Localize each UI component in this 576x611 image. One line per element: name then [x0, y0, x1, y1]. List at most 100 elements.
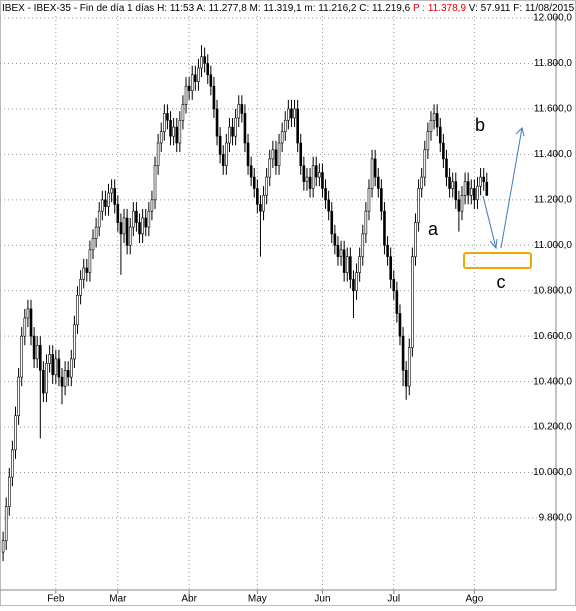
candle-body — [401, 335, 405, 371]
candle-body — [228, 126, 231, 144]
candle-body — [302, 165, 306, 182]
candle-body — [159, 131, 163, 144]
y-tick-label: 10.000,0 — [533, 467, 572, 478]
candle-body — [423, 149, 427, 178]
candle-body — [42, 369, 45, 394]
candle-body — [386, 244, 389, 257]
candle-body — [48, 354, 51, 364]
candle-body — [376, 176, 380, 189]
wave-arrow — [500, 127, 523, 249]
y-tick-label: 10.800,0 — [533, 285, 572, 296]
candle-body — [370, 158, 374, 189]
candle-body — [383, 210, 386, 246]
candle-body — [60, 376, 64, 387]
x-tick-label: Feb — [47, 594, 65, 605]
candle-body — [411, 256, 414, 348]
y-tick-label: 11.200,0 — [534, 194, 573, 205]
header: IBEX - IBEX-35 - Fin de día 1 días H: 11… — [2, 3, 575, 14]
candle-body — [333, 233, 337, 246]
candle-body — [206, 63, 210, 76]
candle-body — [407, 347, 411, 387]
candle-body — [473, 188, 476, 201]
candle-body — [476, 185, 479, 201]
candle-body — [1, 540, 5, 553]
candle-body — [32, 335, 36, 360]
header-highlight: P : 11.378,9 — [413, 3, 466, 14]
candle-body — [451, 181, 454, 189]
candle-body — [392, 279, 396, 292]
candle-body — [147, 210, 151, 228]
y-tick-label: 12.000,0 — [533, 13, 572, 24]
x-tick-label: Abr — [181, 594, 197, 605]
candle-body — [352, 279, 355, 292]
candle-body — [426, 131, 430, 151]
candle-body — [57, 358, 61, 378]
candle-body — [14, 415, 17, 451]
y-tick-label: 11.600,0 — [534, 104, 573, 115]
candle-body — [85, 267, 89, 273]
candle-body — [63, 369, 67, 387]
candle-body — [132, 210, 135, 228]
candle-body — [128, 226, 132, 246]
candle-body — [88, 249, 92, 273]
candle-body — [51, 354, 55, 376]
candle-body — [318, 172, 321, 178]
candle-body — [460, 194, 464, 212]
candle-body — [169, 119, 172, 137]
candle-body — [429, 119, 433, 132]
candle-body — [122, 217, 126, 235]
candle-body — [175, 126, 179, 144]
annotation: a — [428, 219, 439, 239]
candle-body — [66, 369, 70, 378]
candle-body — [190, 74, 194, 92]
x-tick-label: Jul — [387, 594, 400, 605]
y-tick-label: 11.000,0 — [534, 240, 573, 251]
candle-body — [485, 181, 489, 196]
candle-body — [324, 188, 327, 201]
candle-body — [339, 249, 343, 257]
candle-body — [163, 113, 166, 132]
candle-body — [225, 142, 228, 167]
annotation: b — [475, 115, 485, 135]
candle-body — [101, 199, 104, 212]
candle-body — [144, 217, 148, 228]
y-tick-label: 10.200,0 — [533, 422, 572, 433]
candle-body — [404, 369, 408, 387]
candle-body — [76, 294, 79, 326]
candle-body — [482, 176, 485, 182]
x-tick-label: May — [248, 594, 267, 605]
candle-body — [287, 108, 290, 121]
candle-body — [262, 194, 265, 212]
y-tick-label: 10.400,0 — [533, 376, 572, 387]
candle-body — [414, 222, 417, 257]
candle-body — [243, 113, 247, 144]
wave-arrow — [482, 195, 497, 249]
candle-body — [448, 176, 451, 189]
candle-body — [113, 188, 117, 205]
candle-body — [197, 67, 200, 82]
candle-body — [398, 313, 402, 337]
candle-body — [54, 358, 58, 376]
candle-body — [349, 256, 352, 280]
candle-body — [277, 142, 281, 167]
candle-body — [23, 317, 27, 337]
candle-body — [293, 108, 296, 119]
candle-body — [305, 176, 309, 182]
candle-body — [314, 165, 318, 178]
candle-body — [249, 165, 253, 178]
header-text: IBEX - IBEX-35 - Fin de día 1 días H: 11… — [2, 3, 411, 14]
candle-body — [438, 126, 442, 144]
candle-body — [178, 119, 182, 144]
candle-body — [364, 210, 368, 235]
candle-body — [311, 165, 315, 189]
candle-body — [203, 56, 206, 64]
candle-body — [342, 249, 346, 273]
candle-body — [435, 113, 439, 128]
candle-body — [119, 222, 123, 235]
candle-body — [35, 344, 39, 360]
candle-body — [141, 217, 144, 235]
candle-body — [380, 188, 383, 212]
